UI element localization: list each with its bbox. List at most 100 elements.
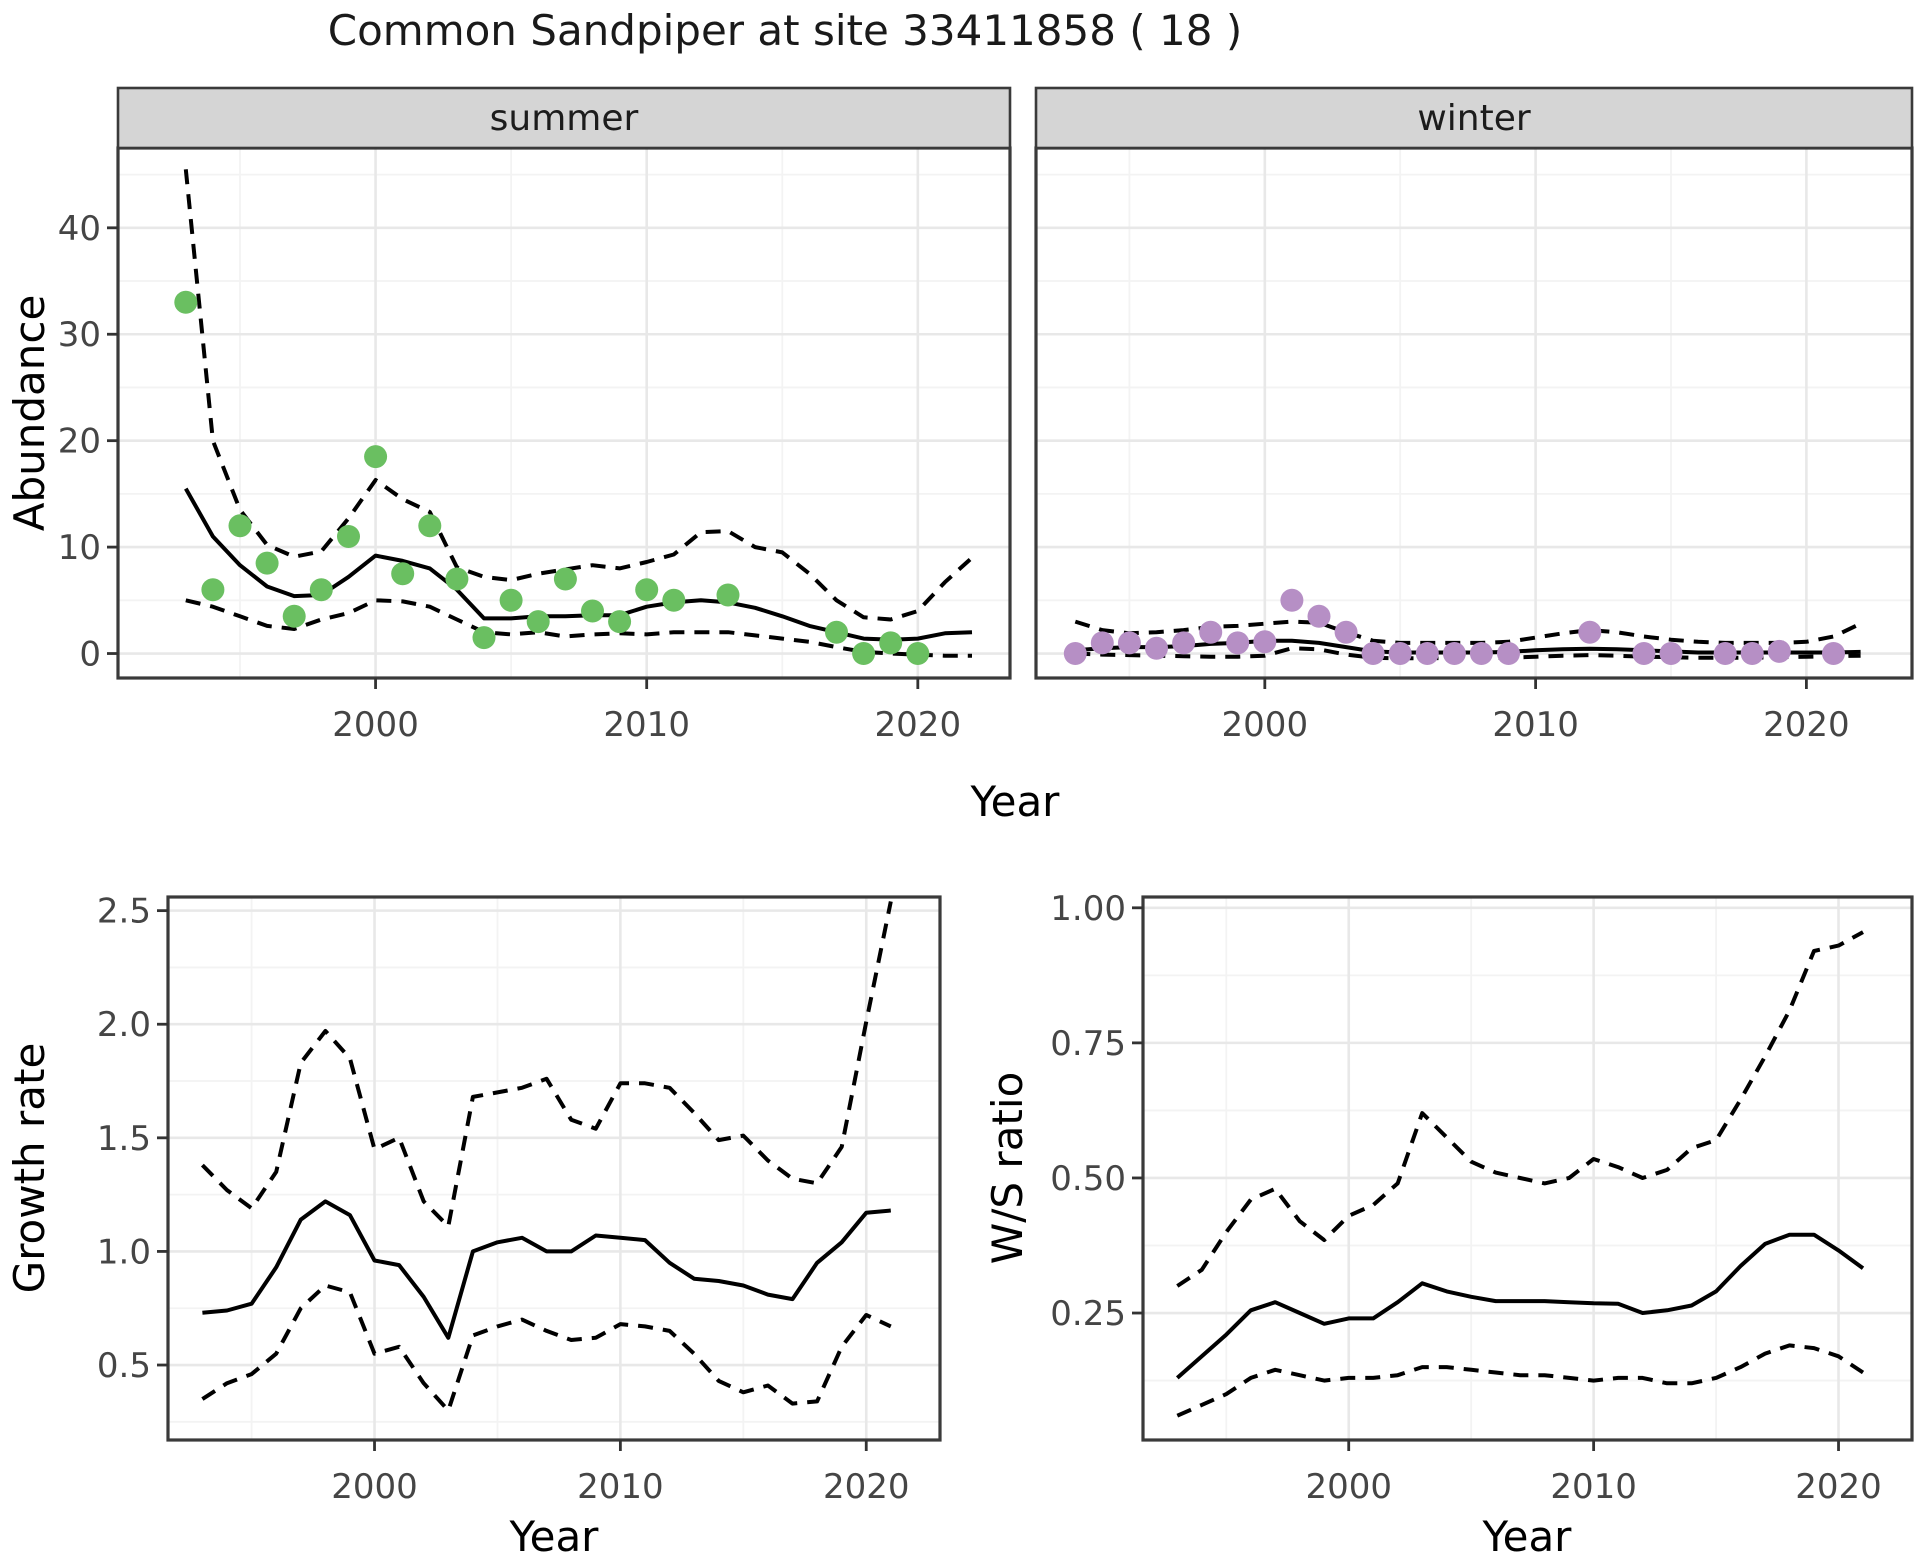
x-tick-label: 2000 <box>332 705 419 745</box>
observation-point <box>635 578 659 602</box>
observation-point <box>1469 642 1493 665</box>
y-tick-label: 0.5 <box>97 1346 151 1386</box>
observation-point <box>174 290 198 314</box>
observation-point <box>1767 639 1791 663</box>
observation-point <box>1361 642 1385 665</box>
y-tick-label: 0.25 <box>1050 1294 1126 1334</box>
observation-point <box>1415 642 1439 665</box>
observation-point <box>879 631 903 655</box>
x-axis-title-abundance: Year <box>970 777 1061 826</box>
observation-point <box>337 525 360 548</box>
observation-point <box>201 578 225 602</box>
facet-strip <box>116 86 1012 150</box>
series-mean-line <box>202 1199 891 1340</box>
x-tick-label: 2020 <box>1795 1467 1882 1507</box>
panel-growth-rate: 2000 2010 2020 0.5 1.0 1.5 2.0 2.5 <box>97 892 942 1507</box>
y-tick-label: 40 <box>58 209 101 249</box>
observation-point <box>445 567 469 591</box>
observation-point <box>255 551 279 575</box>
observation-point <box>1497 642 1520 665</box>
y-tick-label: 1.00 <box>1050 889 1126 929</box>
observation-point <box>662 588 686 612</box>
observation-point <box>526 610 550 634</box>
panel-border <box>1141 895 1914 1442</box>
observation-point <box>1659 642 1683 665</box>
observation-point <box>309 578 333 602</box>
observation-point <box>1713 642 1737 665</box>
facet-strip-label-summer: summer <box>490 98 639 139</box>
y-tick-label: 30 <box>58 315 101 355</box>
observation-point <box>1740 642 1764 665</box>
observation-point <box>391 562 415 586</box>
observation-point <box>716 583 740 607</box>
observation-point <box>1442 642 1466 665</box>
y-axis-title-growth-rate: Growth rate <box>5 1043 54 1294</box>
x-tick-label: 2010 <box>1492 705 1579 745</box>
y-axis-title-abundance: Abundance <box>5 295 54 532</box>
x-tick-label: 2010 <box>1550 1467 1637 1507</box>
series-lower-ci-line <box>1176 1343 1865 1418</box>
observation-point <box>1307 604 1331 628</box>
series-upper-ci-line <box>183 169 974 622</box>
x-tick-label: 2000 <box>331 1467 418 1507</box>
y-tick-label: 0.50 <box>1050 1159 1126 1199</box>
observation-point <box>1090 631 1114 655</box>
series-lower-ci-line <box>185 598 972 658</box>
series-upper-ci-line <box>1176 930 1864 1288</box>
observation-point <box>1117 631 1141 655</box>
observation-point <box>499 588 523 612</box>
observation-point <box>1145 636 1168 660</box>
x-tick-label: 2010 <box>603 705 690 745</box>
y-tick-label: 1.5 <box>97 1119 151 1159</box>
observation-point <box>228 514 252 538</box>
observation-point <box>1280 588 1304 612</box>
y-tick-label: 0 <box>79 635 101 675</box>
x-axis-title-growth-rate: Year <box>509 1512 600 1560</box>
observation-point <box>1822 642 1845 665</box>
facet-strip-label-winter: winter <box>1417 98 1531 139</box>
facet-strip <box>1034 86 1914 150</box>
x-tick-label: 2000 <box>1305 1467 1392 1507</box>
panel-ws-ratio: 2000 2010 2020 0.25 0.50 0.75 1.00 <box>1050 889 1914 1507</box>
x-tick-label: 2020 <box>875 705 962 745</box>
x-tick-label: 2020 <box>1763 705 1850 745</box>
y-tick-label: 20 <box>58 422 101 462</box>
observation-point <box>1388 642 1412 665</box>
x-tick-label: 2020 <box>823 1467 910 1507</box>
y-tick-label: 0.75 <box>1050 1024 1126 1064</box>
observation-point <box>825 620 848 644</box>
observation-point <box>364 445 388 469</box>
observation-point <box>553 567 577 591</box>
panel-border <box>166 895 942 1442</box>
panel-abundance-summer: 2000 2010 2020 0 10 20 30 40 <box>58 86 1012 745</box>
observation-point <box>1063 642 1087 665</box>
panel-background <box>1036 148 1912 678</box>
series-mean-line <box>1175 1232 1865 1380</box>
panel-background <box>168 897 940 1440</box>
observation-point <box>1226 631 1250 655</box>
observation-point <box>608 610 632 634</box>
panel-background <box>1143 897 1912 1440</box>
observation-point <box>906 642 930 665</box>
x-axis-title-ws-ratio: Year <box>1482 1512 1573 1560</box>
y-tick-label: 2.0 <box>97 1005 151 1045</box>
series-lower-ci-line <box>201 1283 892 1413</box>
observation-point <box>1199 620 1223 644</box>
observation-point <box>282 604 306 628</box>
y-tick-label: 1.0 <box>97 1232 151 1272</box>
observation-point <box>1578 620 1602 644</box>
x-tick-label: 2010 <box>577 1467 664 1507</box>
observation-point <box>852 642 876 665</box>
observation-point <box>472 626 496 650</box>
observation-point <box>1253 630 1277 654</box>
y-tick-label: 2.5 <box>97 892 151 932</box>
observation-point <box>581 599 604 623</box>
y-axis-title-ws-ratio: W/S ratio <box>983 1072 1032 1265</box>
observation-point <box>1334 620 1358 644</box>
observation-point <box>1632 642 1656 665</box>
panel-abundance-winter: 2000 2010 2020 <box>1034 86 1914 745</box>
series-upper-ci-line <box>200 901 893 1229</box>
x-tick-label: 2000 <box>1222 705 1309 745</box>
